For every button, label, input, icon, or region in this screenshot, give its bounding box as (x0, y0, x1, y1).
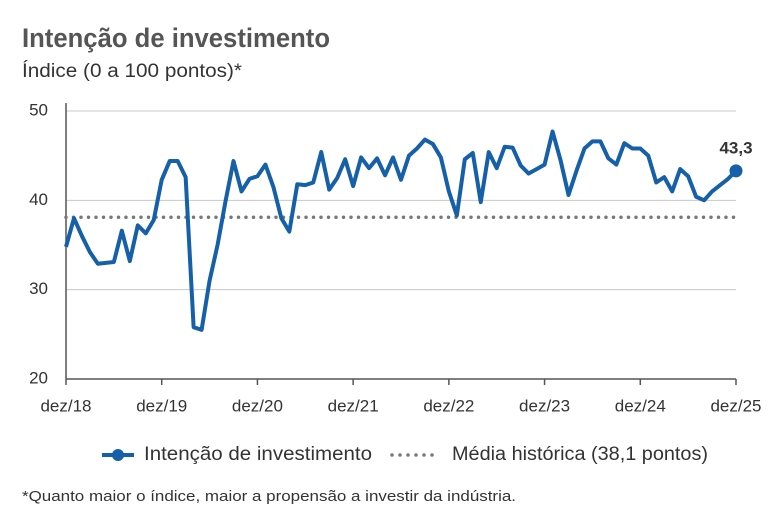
legend-label: Intenção de investimento (144, 444, 372, 465)
end-point (729, 164, 743, 178)
x-tick-label: dez/23 (519, 396, 570, 415)
x-tick-label: dez/25 (710, 396, 761, 415)
x-tick-label: dez/20 (232, 396, 283, 415)
x-tick-label: dez/21 (328, 396, 379, 415)
y-tick-label: 40 (29, 190, 48, 209)
y-tick-label: 50 (29, 100, 48, 119)
value-label: 43,3 (719, 138, 752, 157)
x-tick-label: dez/22 (423, 396, 474, 415)
x-tick-label: dez/18 (40, 396, 91, 415)
y-tick-label: 30 (29, 279, 48, 298)
footnote: *Quanto maior o índice, maior a propensã… (22, 488, 516, 505)
series-line (64, 129, 738, 332)
y-tick-label: 20 (29, 368, 48, 387)
x-tick-label: dez/24 (615, 396, 666, 415)
chart-title: Intenção de investimento (22, 23, 330, 53)
x-tick-label: dez/19 (136, 396, 187, 415)
legend-marker (112, 449, 124, 461)
chart-subtitle: Índice (0 a 100 pontos)* (22, 61, 243, 82)
legend-label: Média histórica (38,1 pontos) (452, 444, 708, 465)
